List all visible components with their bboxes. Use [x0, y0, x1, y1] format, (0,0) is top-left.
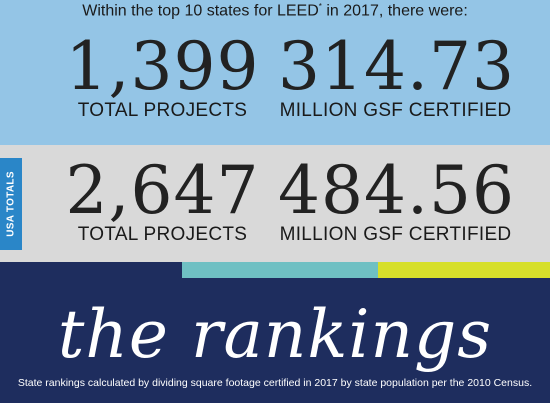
- top10-gsf-stat: 314.73 MILLION GSF CERTIFIED: [278, 28, 515, 122]
- top10-projects-value: 1,399: [65, 28, 260, 105]
- usa-totals-tab: USA TOTALS: [0, 158, 22, 250]
- stripe-teal: [182, 262, 378, 278]
- usa-totals-panel: [0, 145, 550, 262]
- color-stripes: [0, 262, 550, 278]
- stripe-lime: [378, 262, 550, 278]
- usa-projects-stat: 2,647 TOTAL PROJECTS: [65, 158, 260, 246]
- rankings-footnote: State rankings calculated by dividing sq…: [17, 377, 533, 389]
- rankings-title: the rankings: [57, 296, 493, 373]
- top10-projects-label: TOTAL PROJECTS: [77, 100, 248, 121]
- top10-gsf-label: MILLION GSF CERTIFIED: [279, 100, 512, 121]
- usa-gsf-label: MILLION GSF CERTIFIED: [279, 224, 512, 245]
- intro-main: Within the top 10 states for LEED: [82, 2, 319, 20]
- usa-projects-value: 2,647: [65, 152, 260, 229]
- intro-tail: in 2017, there were:: [321, 2, 468, 20]
- stripe-navy: [0, 262, 182, 278]
- intro-asterisk: *: [318, 2, 322, 11]
- usa-totals-tab-label: USA TOTALS: [5, 171, 17, 237]
- top10-gsf-value: 314.73: [278, 28, 515, 105]
- top10-panel: [0, 0, 550, 145]
- rankings-panel: [0, 278, 550, 403]
- usa-gsf-value: 484.56: [278, 152, 515, 229]
- usa-gsf-stat: 484.56 MILLION GSF CERTIFIED: [278, 152, 515, 246]
- top10-projects-stat: 1,399 TOTAL PROJECTS: [65, 34, 260, 122]
- intro-text: Within the top 10 states for LEED* in 20…: [0, 2, 550, 20]
- usa-projects-label: TOTAL PROJECTS: [77, 224, 248, 245]
